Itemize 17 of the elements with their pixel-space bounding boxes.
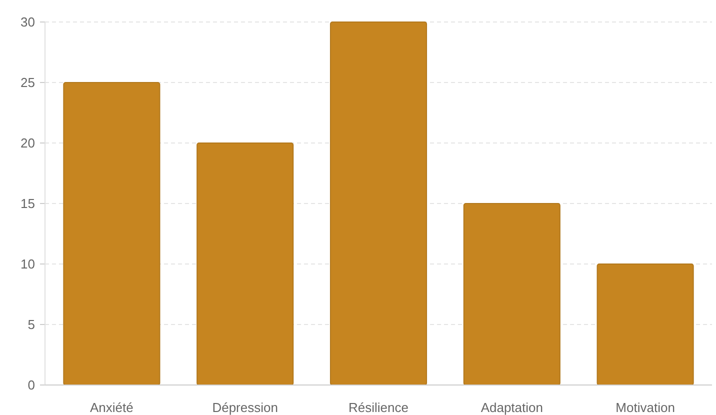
x-tick-label: Dépression xyxy=(212,400,278,415)
y-tick-label: 15 xyxy=(20,196,35,212)
x-tick-label: Résilience xyxy=(348,400,408,415)
y-tick-label: 20 xyxy=(20,136,35,151)
y-tick-label: 0 xyxy=(28,378,35,393)
bar xyxy=(330,22,428,386)
bar xyxy=(463,203,560,386)
bar xyxy=(63,82,160,386)
bar xyxy=(596,264,694,386)
y-tick-label: 10 xyxy=(20,256,35,272)
x-tick-label: Motivation xyxy=(616,400,675,415)
x-tick-label: Anxiété xyxy=(90,400,134,415)
y-tick-label: 30 xyxy=(20,14,35,30)
y-tick-label: 5 xyxy=(28,317,35,332)
x-tick-label: Adaptation xyxy=(480,400,543,415)
y-tick-label: 25 xyxy=(20,75,35,90)
bar xyxy=(196,142,294,386)
